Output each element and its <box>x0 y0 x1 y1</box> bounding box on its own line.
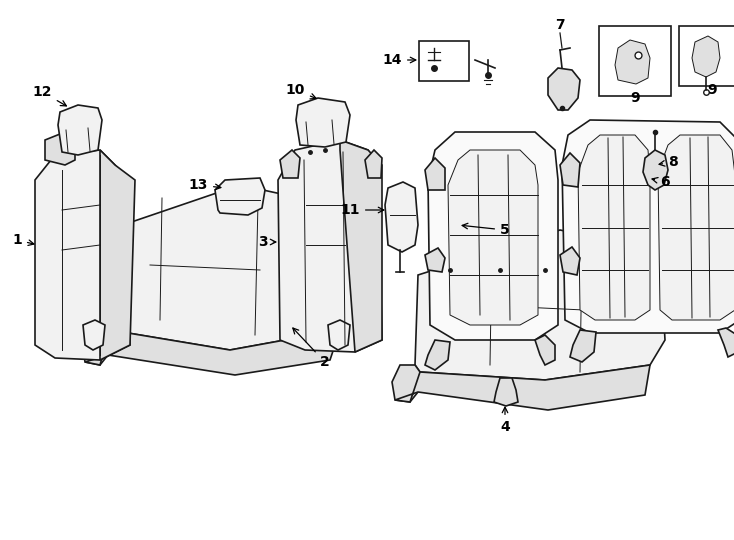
Polygon shape <box>296 98 350 147</box>
Polygon shape <box>83 320 105 350</box>
FancyBboxPatch shape <box>599 26 671 96</box>
Polygon shape <box>425 248 445 272</box>
Polygon shape <box>340 140 382 352</box>
Polygon shape <box>215 178 265 215</box>
Polygon shape <box>45 132 75 165</box>
Polygon shape <box>328 320 350 350</box>
Text: 12: 12 <box>32 85 66 106</box>
Text: 8: 8 <box>659 155 677 169</box>
Polygon shape <box>365 150 382 178</box>
Polygon shape <box>448 150 538 325</box>
Polygon shape <box>85 330 340 375</box>
Polygon shape <box>278 140 382 352</box>
Text: 6: 6 <box>652 175 669 189</box>
Polygon shape <box>428 132 558 340</box>
Text: 4: 4 <box>500 407 510 434</box>
Text: 11: 11 <box>341 203 384 217</box>
Text: 10: 10 <box>286 83 316 99</box>
Polygon shape <box>570 330 596 362</box>
FancyBboxPatch shape <box>679 26 734 86</box>
Polygon shape <box>494 378 518 406</box>
Polygon shape <box>415 230 665 380</box>
Text: 9: 9 <box>707 83 717 97</box>
Polygon shape <box>385 182 418 252</box>
Text: 1: 1 <box>12 233 34 247</box>
Text: 14: 14 <box>382 53 416 67</box>
Polygon shape <box>560 247 580 275</box>
Text: 13: 13 <box>189 178 221 192</box>
FancyBboxPatch shape <box>419 41 469 81</box>
Polygon shape <box>395 365 650 410</box>
Polygon shape <box>560 153 580 187</box>
Polygon shape <box>35 150 130 360</box>
Polygon shape <box>578 135 650 320</box>
Polygon shape <box>562 120 734 333</box>
Polygon shape <box>718 328 734 357</box>
Polygon shape <box>535 335 555 365</box>
Polygon shape <box>658 135 734 320</box>
Text: 7: 7 <box>555 18 564 32</box>
Polygon shape <box>692 36 720 77</box>
Polygon shape <box>392 365 420 402</box>
Polygon shape <box>58 105 102 155</box>
Polygon shape <box>425 340 450 370</box>
Polygon shape <box>615 40 650 84</box>
Polygon shape <box>105 185 360 350</box>
Polygon shape <box>100 150 135 360</box>
Text: 9: 9 <box>631 91 640 105</box>
Text: 2: 2 <box>293 328 330 369</box>
Text: 5: 5 <box>462 223 509 237</box>
Polygon shape <box>548 68 580 110</box>
Polygon shape <box>82 320 110 365</box>
Polygon shape <box>338 210 360 330</box>
Polygon shape <box>425 158 445 190</box>
Polygon shape <box>643 150 668 190</box>
Polygon shape <box>280 150 300 178</box>
Text: 3: 3 <box>258 235 276 249</box>
